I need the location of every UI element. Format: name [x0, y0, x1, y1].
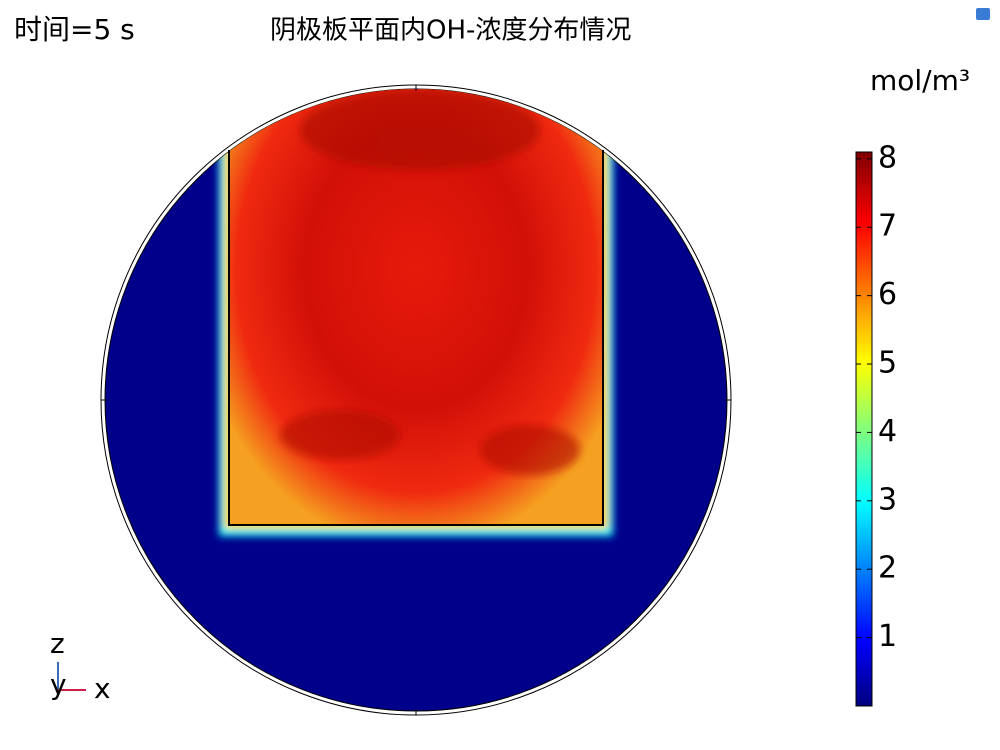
x-label: x: [94, 672, 111, 705]
colorbar-tick-label: 8: [878, 140, 897, 175]
colorbar-tick-label: 6: [878, 277, 897, 312]
z-label: z: [50, 627, 65, 660]
colorbar-tick-label: 4: [878, 414, 897, 449]
colorbar-tick-label: 5: [878, 346, 897, 381]
cathode-boundary: [228, 150, 604, 526]
colorbar-unit: mol/m³: [870, 64, 970, 97]
colorbar-ticks: 1 2 3 4 5 6 7 8: [856, 140, 897, 654]
concentration-field: [219, 89, 613, 536]
colorbar-tick-label: 7: [878, 209, 897, 244]
field-shade: [480, 425, 580, 475]
y-label: y: [50, 668, 67, 701]
colorbar-tick-label: 2: [878, 551, 897, 586]
colorbar-tick-label: 3: [878, 482, 897, 517]
toolbar-icon[interactable]: [976, 8, 990, 20]
field-shade: [280, 410, 400, 460]
colorbar-tick-label: 1: [878, 619, 897, 654]
time-label: 时间=5 s: [14, 13, 135, 46]
colorbar: [855, 151, 873, 707]
field-shade: [300, 90, 540, 170]
plot-title: 阴极板平面内OH-浓度分布情况: [270, 16, 631, 46]
